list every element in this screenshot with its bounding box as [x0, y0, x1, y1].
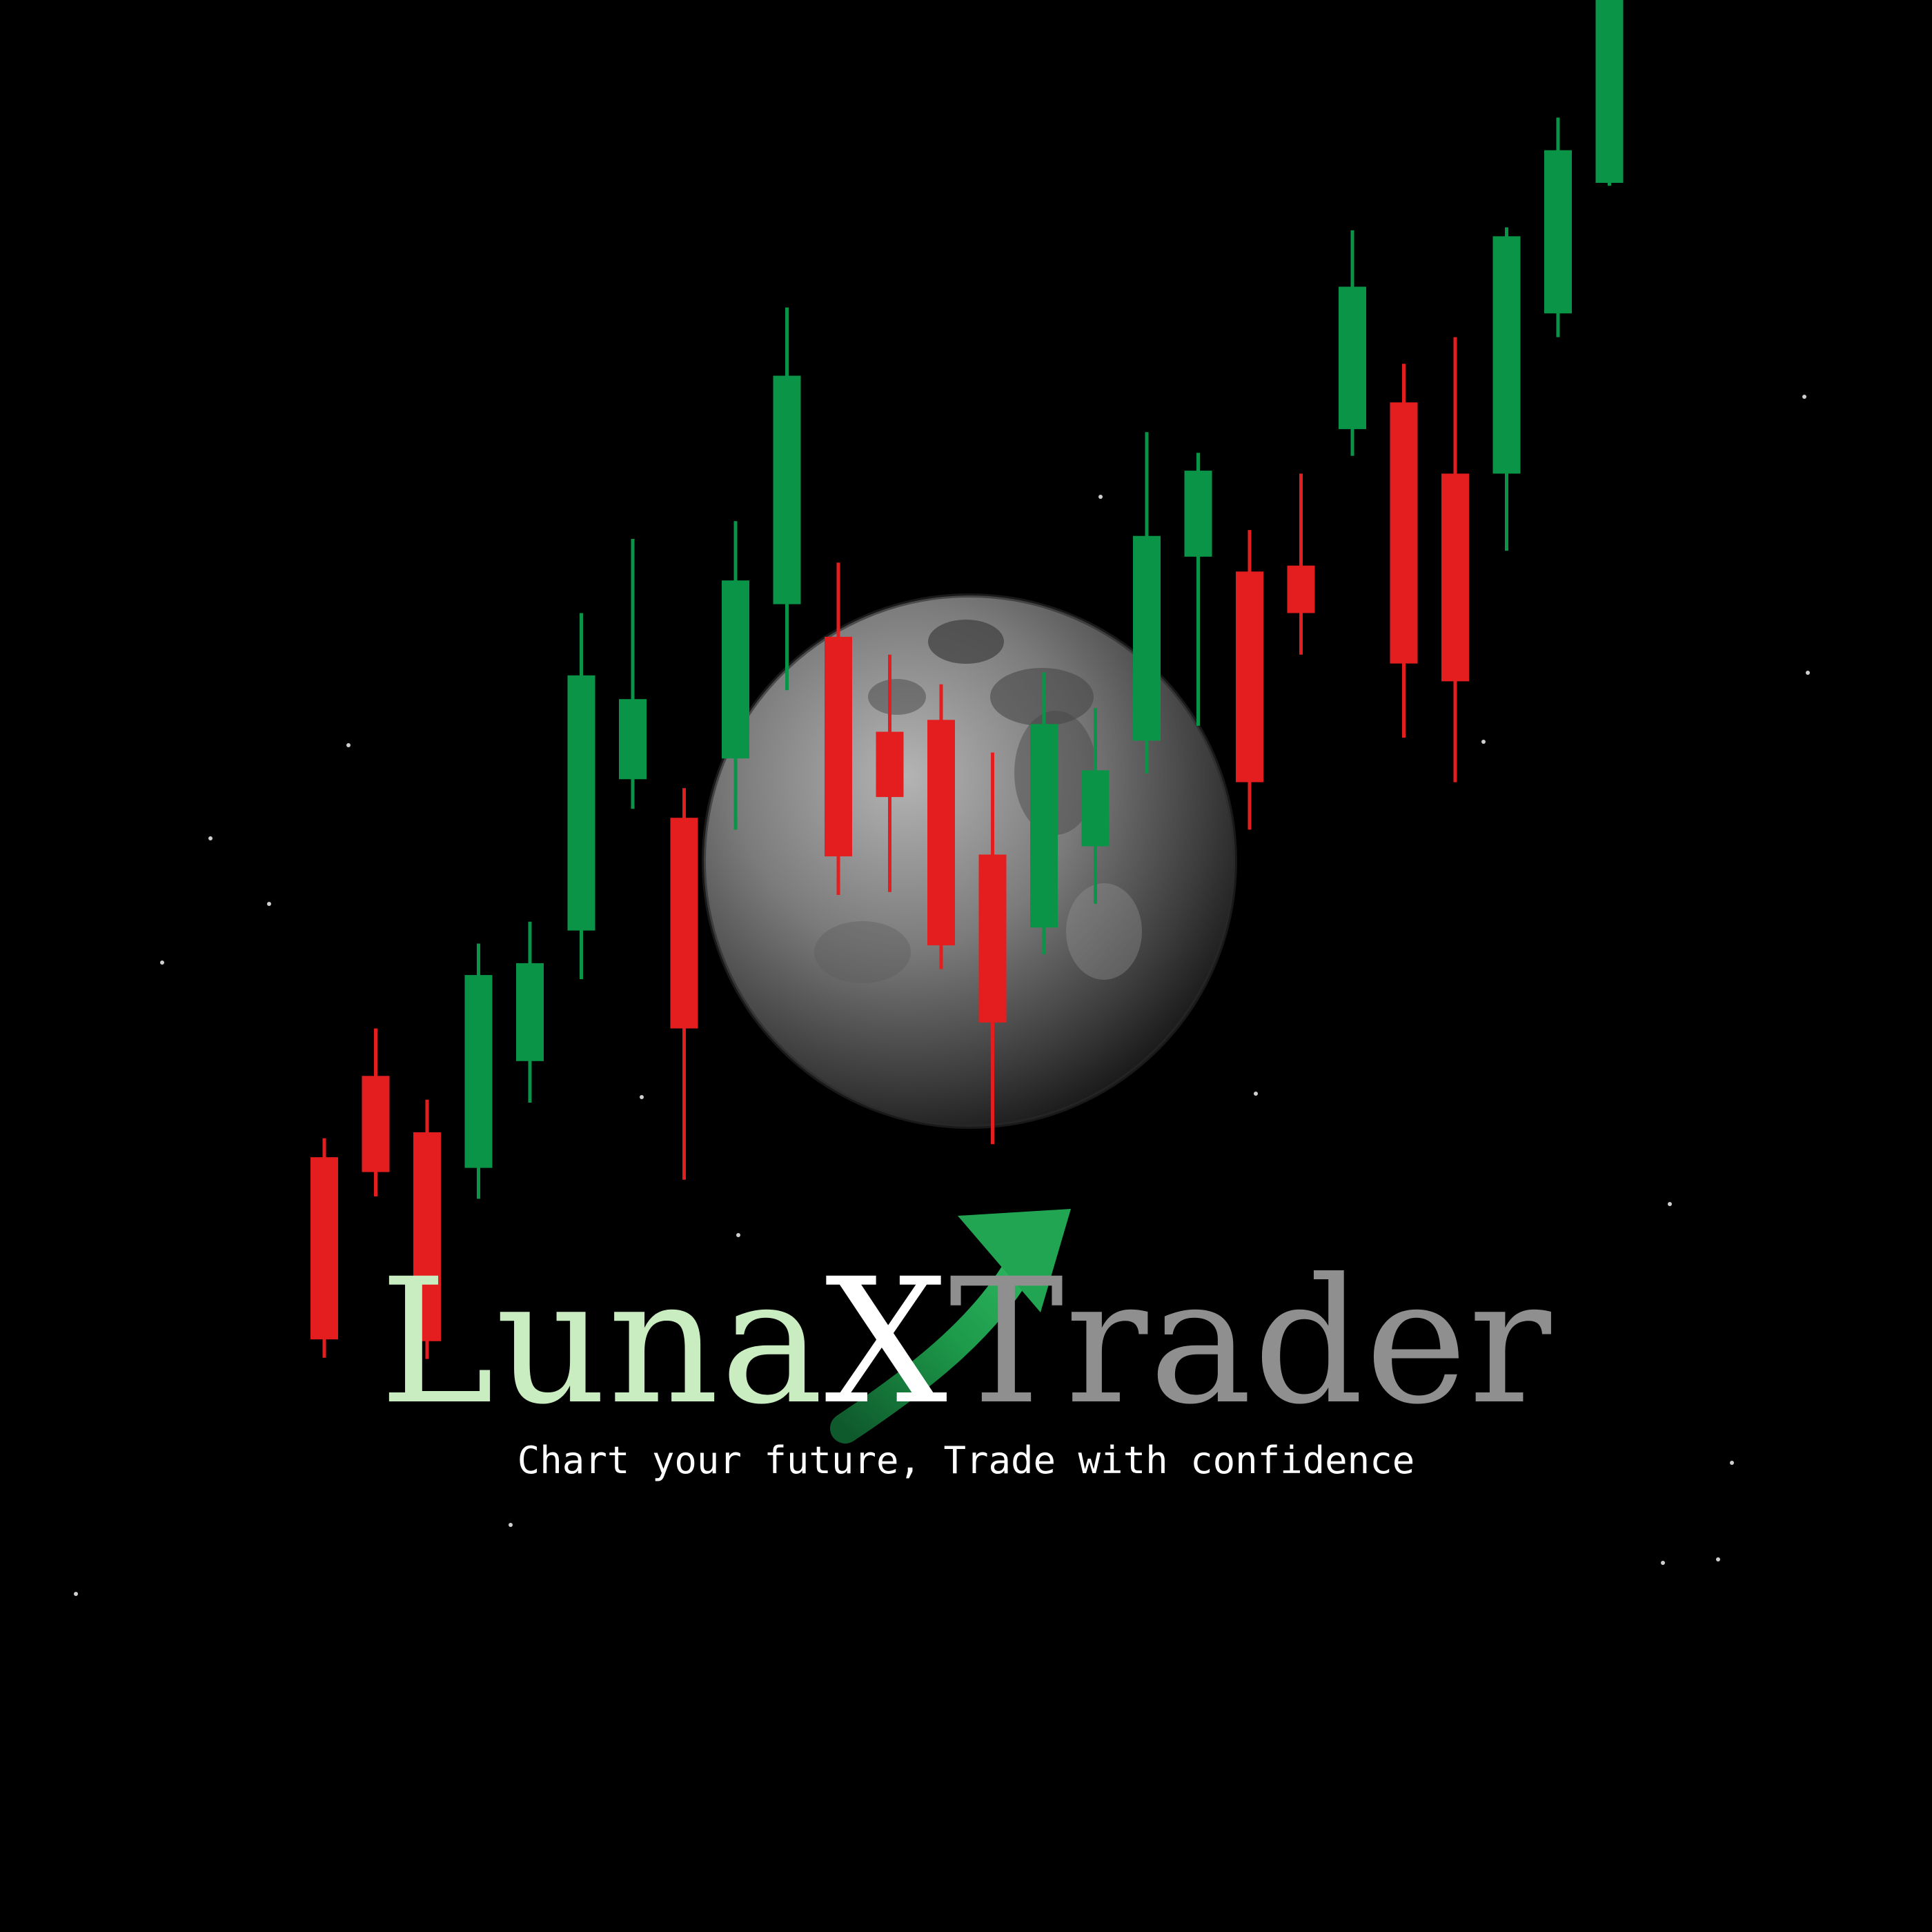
candle-bear: [1390, 364, 1418, 738]
star: [1254, 1092, 1258, 1096]
candle-bull: [516, 921, 544, 1103]
star: [1802, 395, 1806, 399]
candle-bull: [1339, 230, 1366, 456]
candle-body: [670, 818, 698, 1029]
candle-bull: [1595, 0, 1624, 186]
brand-luna: Luna: [379, 1241, 825, 1442]
star: [208, 836, 213, 840]
star: [640, 1095, 644, 1099]
candle-bull: [1081, 708, 1110, 904]
brand-tagline: Chart your future, Trade with confidence: [517, 1439, 1415, 1482]
candle-bull: [722, 521, 749, 830]
candle-body: [567, 675, 595, 931]
star: [267, 902, 271, 906]
candle-body: [1390, 402, 1418, 664]
candlestick-series: [310, 0, 1624, 1359]
candle-bear: [876, 654, 904, 892]
candle-bear: [927, 684, 955, 969]
candle-body: [1184, 471, 1212, 557]
candle-body: [362, 1076, 390, 1172]
candle-bear: [362, 1028, 390, 1196]
candle-body: [413, 1132, 441, 1341]
candle-bull: [1184, 453, 1212, 726]
star: [1716, 1557, 1720, 1561]
candle-body: [310, 1157, 338, 1340]
candle-body: [464, 975, 493, 1168]
candle-bear: [825, 562, 852, 895]
candle-bull: [567, 613, 595, 980]
candle-bear: [1441, 337, 1469, 782]
candle-bull: [619, 539, 647, 809]
candle-body: [825, 636, 852, 857]
candle-bear: [1287, 473, 1315, 655]
candle-body: [619, 699, 647, 780]
starfield: [74, 395, 1810, 1596]
star: [736, 1233, 740, 1237]
star: [1098, 495, 1103, 499]
candle-body: [1236, 571, 1263, 782]
candle-bear: [413, 1099, 441, 1359]
star: [74, 1592, 78, 1596]
star: [1481, 740, 1486, 744]
candle-body: [1492, 236, 1521, 474]
candle-body: [1441, 473, 1469, 682]
candle-body: [516, 963, 544, 1061]
brand-trader: Trader: [949, 1241, 1552, 1442]
up-arrow-icon: [830, 1209, 1071, 1443]
candle-bear: [670, 788, 698, 1180]
candle-body: [1339, 286, 1366, 429]
candle-bear: [978, 752, 1007, 1145]
candle-body: [927, 720, 955, 946]
candle-bull: [1030, 672, 1058, 954]
brand-x: X: [825, 1241, 949, 1442]
star: [1668, 1202, 1672, 1206]
candle-body: [978, 854, 1007, 1023]
star: [346, 743, 351, 747]
candle-bull: [1492, 227, 1521, 551]
candle-body: [773, 375, 801, 604]
candle-body: [1081, 770, 1110, 847]
candle-bull: [464, 943, 493, 1199]
candle-body: [1133, 535, 1161, 741]
star: [1806, 671, 1810, 675]
candle-bear: [310, 1138, 338, 1358]
candle-bull: [1544, 117, 1572, 337]
candle-body: [1030, 724, 1058, 928]
candle-body: [1544, 150, 1572, 314]
candle-body: [1287, 565, 1315, 613]
star: [1661, 1561, 1665, 1565]
star: [1730, 1461, 1734, 1465]
candle-bull: [773, 307, 801, 691]
candle-bull: [1133, 432, 1161, 773]
star: [509, 1523, 513, 1527]
candle-bear: [1236, 530, 1263, 830]
brand-wordmark: LunaXTrader: [0, 1256, 1932, 1428]
candle-body: [1595, 0, 1624, 183]
star: [160, 960, 164, 965]
candle-body: [722, 580, 749, 759]
candle-body: [876, 731, 904, 798]
